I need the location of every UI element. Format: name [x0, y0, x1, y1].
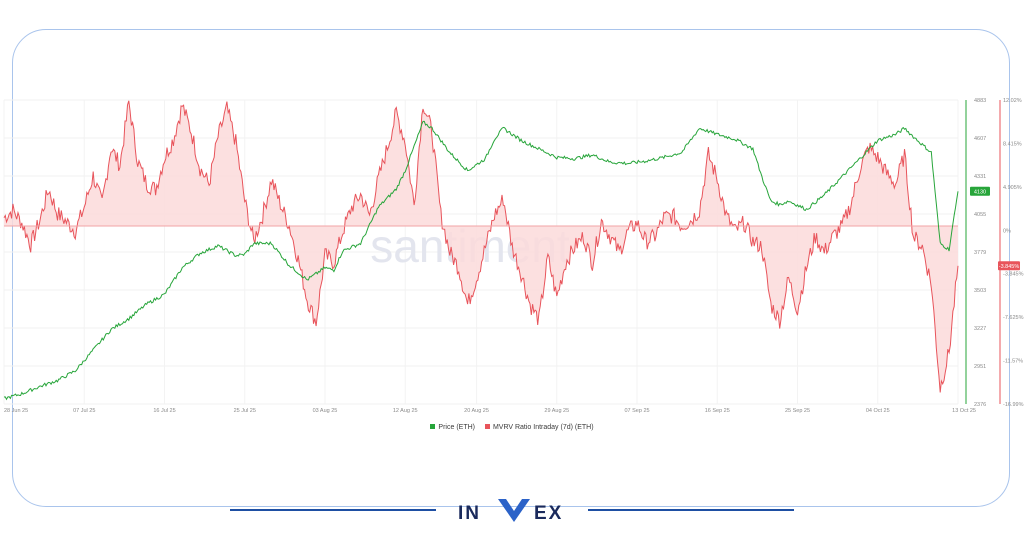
legend-label: Price (ETH): [438, 424, 475, 431]
x-tick-label: 25 Jul 25: [234, 408, 256, 414]
x-tick-label: 03 Aug 25: [313, 408, 338, 414]
x-tick-label: 12 Aug 25: [393, 408, 418, 414]
x-tick-label: 20 Aug 25: [464, 408, 489, 414]
mvrv-tick-label: 12.02%: [1003, 98, 1022, 104]
mvrv-tick-label: 0%: [1003, 228, 1011, 234]
price-line: [3, 120, 959, 401]
x-tick-label: 07 Sep 25: [624, 408, 649, 414]
price-current-label: 4130: [974, 189, 986, 195]
svg-text:EX: EX: [534, 503, 563, 524]
x-tick-label: 16 Sep 25: [705, 408, 730, 414]
price-tick-label: 4607: [974, 136, 986, 142]
chart-axes: 4883 4607 4331 4055 3779 3503 3227 2951 2376 12.0…: [4, 98, 1024, 414]
invex-logo: IN EX: [458, 499, 563, 524]
price-tick-label: 3779: [974, 250, 986, 256]
legend: Price (ETH) MVRV Ratio Intraday (7d) (ET…: [0, 424, 1024, 431]
x-tick-label: 25 Sep 25: [785, 408, 810, 414]
svg-text:IN: IN: [458, 503, 481, 524]
price-tick-label: 4883: [974, 98, 986, 104]
mvrv-fill: [4, 100, 958, 393]
mvrv-current-label: -3.845%: [999, 264, 1020, 270]
mvrv-tick-label: -7.625%: [1003, 315, 1024, 321]
legend-item-mvrv[interactable]: MVRV Ratio Intraday (7d) (ETH): [484, 424, 594, 431]
price-tick-label: 2951: [974, 364, 986, 370]
price-tick-label: 3227: [974, 326, 986, 332]
price-tick-label: 2376: [974, 402, 986, 408]
price-series-line: [3, 120, 959, 401]
mvrv-tick-label: -11.57%: [1003, 359, 1023, 365]
price-current-badge: [970, 186, 990, 196]
price-tick-label: 3503: [974, 288, 986, 294]
mvrv-tick-label: 4.905%: [1003, 185, 1022, 191]
mvrv-tick-label: -16.99%: [1003, 402, 1024, 408]
mvrv-line: [3, 100, 959, 393]
x-tick-label: 29 Aug 25: [544, 408, 569, 414]
legend-item-price[interactable]: Price (ETH): [430, 424, 475, 431]
divider-right: [588, 509, 794, 511]
x-tick-label: 16 Jul 25: [153, 408, 175, 414]
x-tick-label: 07 Jul 25: [73, 408, 95, 414]
legend-label: MVRV Ratio Intraday (7d) (ETH): [492, 424, 594, 431]
mvrv-tick-label: 8.415%: [1003, 141, 1022, 147]
mvrv-series-area: [3, 100, 959, 393]
legend-swatch: [430, 424, 436, 429]
divider-left: [230, 509, 436, 511]
legend-swatch: [484, 424, 490, 429]
mvrv-tick-label: -3.845%: [1003, 272, 1024, 278]
mvrv-current-badge: [998, 261, 1020, 271]
x-tick-label: 04 Oct 25: [866, 408, 890, 414]
brand-footer: IN EX: [0, 496, 1024, 526]
price-tick-label: 4331: [974, 174, 986, 180]
x-tick-label: 28 Jun 25: [4, 408, 28, 414]
price-tick-label: 4055: [974, 212, 986, 218]
x-tick-label: 13 Oct 25: [952, 408, 976, 414]
